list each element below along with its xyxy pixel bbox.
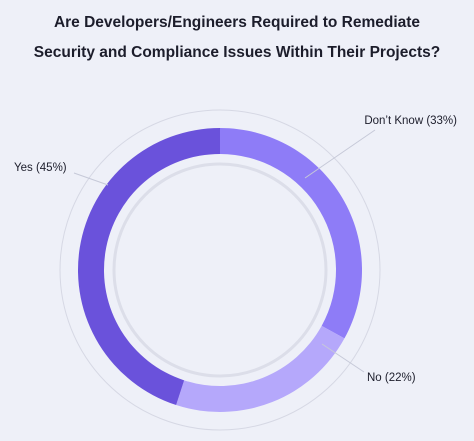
leader-line bbox=[304, 129, 376, 179]
outer-guide-ring bbox=[59, 109, 381, 431]
leader-line bbox=[73, 172, 109, 186]
slice-label: No (22%) bbox=[367, 372, 416, 384]
slice-label: Yes (45%) bbox=[14, 162, 67, 174]
donut-slice bbox=[176, 325, 345, 413]
donut-slices bbox=[78, 128, 362, 413]
leader-line bbox=[321, 343, 365, 373]
chart-title-line-2: Security and Compliance Issues Within Th… bbox=[33, 44, 441, 61]
chart-title-line-1: Are Developers/Engineers Required to Rem… bbox=[53, 14, 421, 31]
chart-title: Are Developers/Engineers Required to Rem… bbox=[0, 8, 474, 68]
donut-slice bbox=[78, 128, 220, 406]
donut-slice bbox=[220, 128, 362, 339]
slice-label: Don’t Know (33%) bbox=[364, 115, 457, 127]
slice-labels: Don’t Know (33%) No (22%) Yes (45%) bbox=[14, 115, 457, 384]
inner-guide-ring bbox=[112, 162, 328, 378]
leader-lines bbox=[73, 129, 376, 373]
